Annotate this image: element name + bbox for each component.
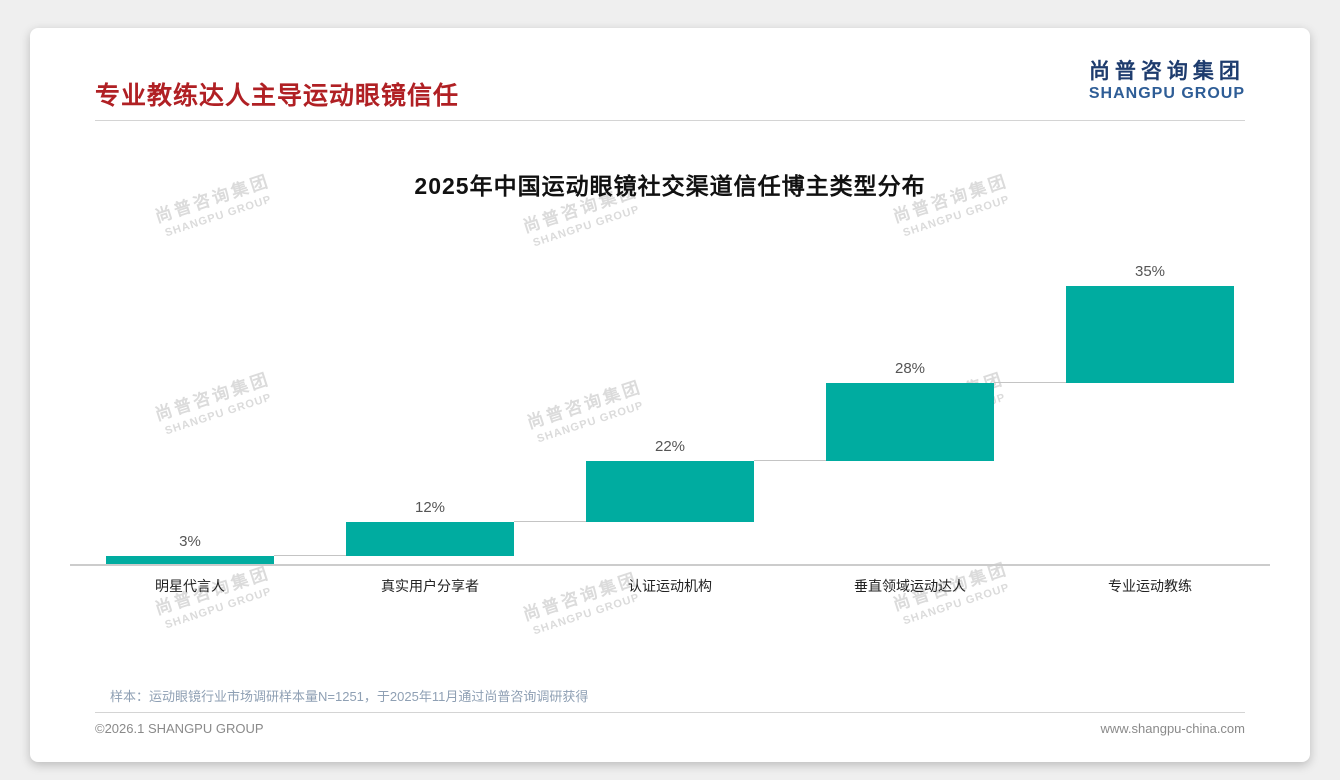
brand-logo: 尚普咨询集团 SHANGPU GROUP xyxy=(1089,60,1245,103)
category-label: 认证运动机构 xyxy=(628,578,712,594)
footer-divider xyxy=(95,712,1245,713)
header-divider xyxy=(95,120,1245,121)
footer: ©2026.1 SHANGPU GROUP www.shangpu-china.… xyxy=(95,721,1245,737)
slide-content: 专业教练达人主导运动眼镜信任 尚普咨询集团 SHANGPU GROUP 2025… xyxy=(30,56,1310,762)
connector-line xyxy=(994,382,1066,384)
value-label: 3% xyxy=(179,532,201,550)
footer-copyright: ©2026.1 SHANGPU GROUP xyxy=(95,721,264,736)
waterfall-bar-5 xyxy=(1066,286,1234,384)
connector-line xyxy=(274,554,346,556)
header: 专业教练达人主导运动眼镜信任 尚普咨询集团 SHANGPU GROUP xyxy=(95,56,1245,112)
sample-footnote: 样本：运动眼镜行业市场调研样本量N=1251，于2025年11月通过尚普咨询调研… xyxy=(110,689,589,704)
category-label: 专业运动教练 xyxy=(1108,578,1192,594)
brand-logo-en: SHANGPU GROUP xyxy=(1088,85,1245,102)
category-label: 真实用户分享者 xyxy=(381,578,479,594)
connector-line xyxy=(514,521,586,523)
waterfall-plot: 3% 明星代言人 12% 真实用户分享者 22% 认证运动机构 28% 垂直领域运动达人 35%… xyxy=(70,264,1270,594)
value-label: 12% xyxy=(414,499,446,517)
connector-line xyxy=(754,460,826,462)
chart-title: 2025年中国运动眼镜社交渠道信任博主类型分布 xyxy=(414,173,926,199)
waterfall-bar-1 xyxy=(106,555,274,564)
slide: 尚普咨询集团 SHANGPU GROUP 尚普咨询集团 SHANGPU GROUP … xyxy=(30,28,1310,762)
value-label: 28% xyxy=(894,360,926,378)
category-label: 垂直领域运动达人 xyxy=(854,578,966,594)
waterfall-bar-3 xyxy=(586,461,754,523)
slide-title: 专业教练达人主导运动眼镜信任 xyxy=(95,82,460,110)
footer-website: www.shangpu-china.com xyxy=(1100,721,1245,736)
value-label: 22% xyxy=(654,438,686,456)
category-label: 明星代言人 xyxy=(155,578,225,594)
waterfall-bar-4 xyxy=(826,383,994,462)
waterfall-bar-2 xyxy=(346,522,514,556)
brand-logo-cn: 尚普咨询集团 xyxy=(1088,60,1245,83)
value-label: 35% xyxy=(1134,263,1166,280)
